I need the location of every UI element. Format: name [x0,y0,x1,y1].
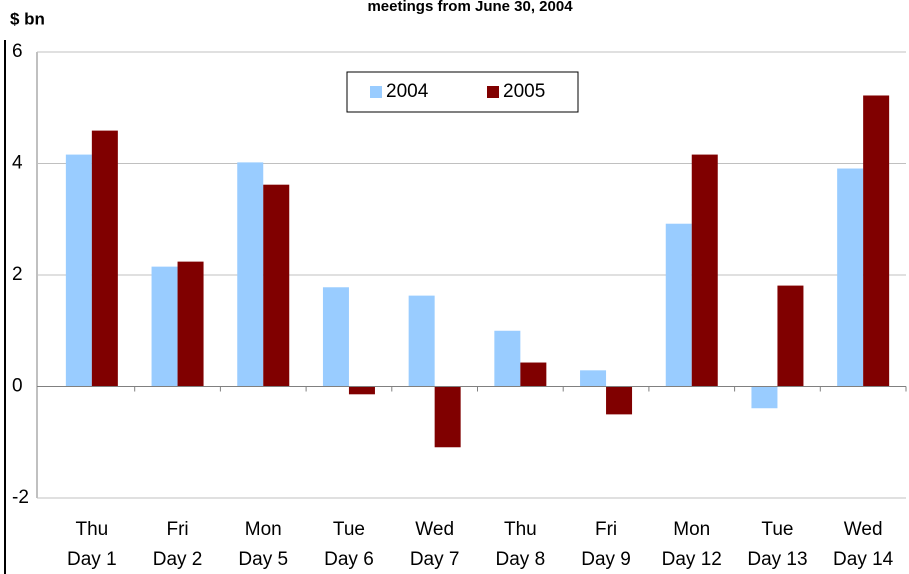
legend-box [346,71,579,113]
x-tick-label: Tue [333,519,365,540]
x-tick-label: Day 12 [662,549,722,570]
x-tick-label: Day 8 [496,549,546,570]
y-tick-label: -2 [12,487,29,508]
legend-label: 2005 [503,81,545,102]
bar [65,154,92,387]
bar [520,362,547,387]
bar [580,370,607,387]
bar [348,386,375,395]
x-tick-label: Day 9 [581,549,631,570]
bar [691,154,718,387]
x-tick-label: Tue [761,519,793,540]
bar [751,386,778,409]
x-tick-label: Fri [595,519,617,540]
bar [494,330,521,387]
x-tick-label: Day 2 [153,549,203,570]
bar [151,266,178,387]
x-tick-label: Day 14 [833,549,894,570]
x-tick-label: Day 5 [238,549,288,570]
y-tick-label: 2 [12,264,23,285]
x-tick-label: Day 6 [324,549,374,570]
bar [665,223,692,387]
chart-title: meetings from June 30, 2004 [367,0,573,15]
x-tick-label: Thu [75,519,108,540]
bar [777,285,804,387]
bar [177,261,204,387]
legend-swatch [487,86,499,98]
bar [863,95,890,387]
bar [837,168,864,387]
x-tick-label: Mon [245,519,282,540]
bar [434,386,461,448]
x-tick-label: Fri [166,519,188,540]
bar [91,130,118,387]
x-tick-label: Wed [415,519,454,540]
bar [322,287,349,387]
x-tick-label: Day 13 [747,549,807,570]
y-tick-label: 4 [12,153,23,174]
x-tick-label: Wed [844,519,883,540]
x-tick-label: Thu [504,519,537,540]
x-tick-label: Mon [673,519,710,540]
legend-label: 2004 [386,81,429,102]
y-tick-label: 6 [12,41,23,62]
bar [408,295,435,387]
bar [606,386,633,415]
x-tick-label: Day 7 [410,549,460,570]
bar [237,162,264,387]
bar [263,184,290,387]
y-axis-label: $ bn [10,9,45,28]
legend-swatch [370,86,382,98]
x-tick-label: Day 1 [67,549,117,570]
y-tick-label: 0 [12,376,23,397]
